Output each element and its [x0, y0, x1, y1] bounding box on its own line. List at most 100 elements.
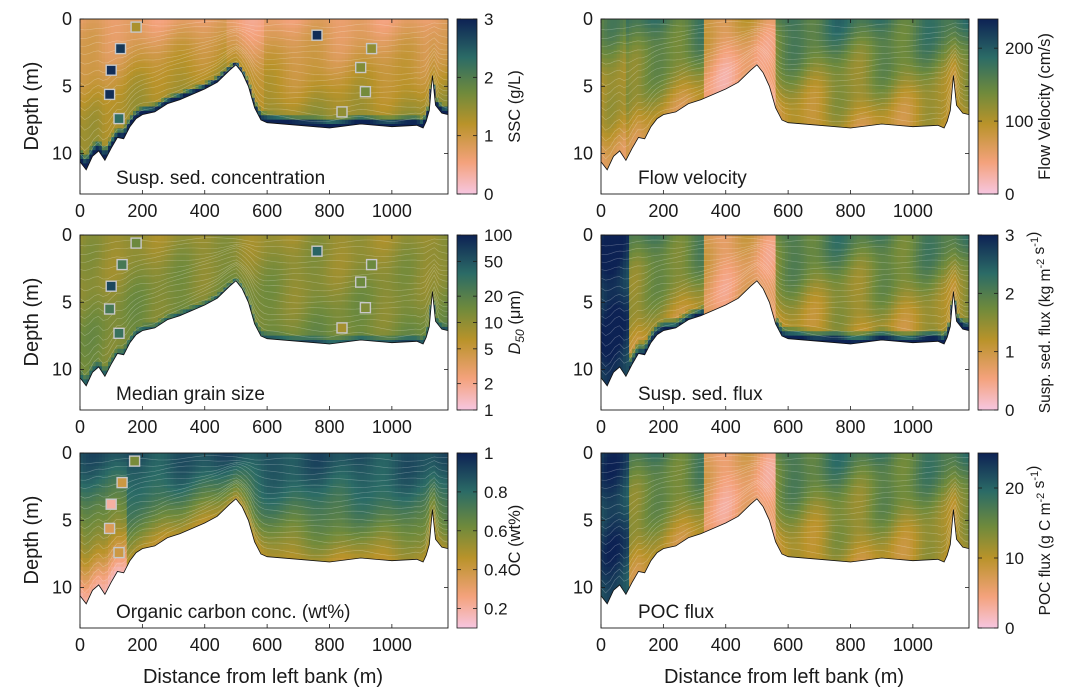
ssc-sample-marker: [130, 21, 142, 33]
ssc-x-tick-label: 800: [314, 201, 344, 221]
grain-size-y-tick-label: 0: [62, 225, 72, 245]
velocity-x-tick-label: 400: [711, 201, 741, 221]
organic-carbon-sample-marker: [116, 476, 128, 489]
organic-carbon-colorbar-tick-label: 0.2: [484, 600, 508, 619]
velocity-x-tick-label: 600: [773, 201, 803, 221]
organic-carbon-colorbar-label: OC (wt%): [506, 505, 524, 577]
poc-flux-colorbar-tick-label: 20: [1005, 479, 1024, 498]
poc-flux-bed-line: [600, 498, 970, 605]
organic-carbon-sample-marker: [105, 498, 117, 510]
sed-flux-colorbar-label: Susp. sed. flux (kg m-2 s-1): [1025, 232, 1054, 414]
organic-carbon-x-tick-label: 600: [252, 635, 282, 655]
organic-carbon-x-tick-label: 0: [75, 635, 85, 655]
poc-flux-panel-title: POC flux: [638, 602, 715, 623]
organic-carbon-sample-marker: [113, 546, 125, 559]
panel-sed-flux: 0 200 400 600 800 1000 0 5 10 Susp. sed. flux 0 1…: [573, 225, 1054, 437]
poc-flux-x-tick-label: 0: [596, 635, 606, 655]
grain-size-colorbar-tick-label: 10: [484, 314, 503, 333]
grain-size-sample-marker: [336, 322, 348, 334]
organic-carbon-colorbar: 0.2 0.4 0.6 0.8 1: [456, 444, 508, 629]
ssc-y-tick-label: 10: [52, 144, 72, 164]
grain-size-field: [80, 235, 448, 386]
grain-size-colorbar-label: D50 (μm): [506, 290, 527, 354]
sed-flux-colorbar-gradient: [977, 234, 999, 411]
grain-size-contours: [80, 237, 448, 376]
ssc-colorbar-tick-label: 2: [484, 68, 493, 87]
poc-flux-y-tick-label: 0: [583, 443, 593, 463]
ssc-x-tick-label: 400: [190, 201, 220, 221]
ssc-y-tick-label: 0: [62, 9, 72, 29]
velocity-colorbar: 0 100 200: [977, 18, 1033, 204]
panel-poc-flux: 0 200 400 600 800 1000 0 5 10 POC flux 0 10 20 POC…: [573, 443, 1054, 655]
ssc-sample-marker: [114, 42, 127, 55]
poc-flux-axes-frame: [600, 452, 970, 629]
ssc-sample-marker: [103, 88, 116, 101]
sed-flux-panel-title: Susp. sed. flux: [638, 384, 763, 405]
organic-carbon-sample-marker: [103, 522, 116, 535]
ssc-contours: [80, 21, 448, 160]
ssc-colorbar-tick-label: 3: [484, 10, 493, 29]
velocity-y-tick-label: 10: [573, 144, 593, 164]
ssc-colorbar-tick-label: 1: [484, 127, 493, 146]
grain-size-colorbar-tick-label: 2: [484, 375, 493, 394]
grain-size-x-tick-label: 400: [190, 417, 220, 437]
organic-carbon-bed-line: [79, 498, 449, 605]
organic-carbon-colorbar-tick-label: 1: [484, 444, 493, 463]
sed-flux-y-tick-label: 0: [583, 225, 593, 245]
organic-carbon-colorbar-gradient: [456, 452, 478, 629]
poc-flux-x-tick-label: 800: [835, 635, 865, 655]
poc-flux-x-tick-label: 600: [773, 635, 803, 655]
velocity-plot-area: 0 200 400 600 800 1000 0 5 10: [573, 9, 970, 221]
grain-size-x-tick-label: 800: [314, 417, 344, 437]
grain-size-y-tick-label: 10: [52, 360, 72, 380]
ssc-sample-marker: [355, 61, 367, 74]
organic-carbon-panel-title: Organic carbon conc. (wt%): [116, 602, 350, 623]
velocity-colorbar-label: Flow Velocity (cm/s): [1036, 33, 1054, 180]
velocity-contours: [601, 21, 969, 160]
ssc-colorbar-gradient: [456, 18, 478, 195]
sed-flux-colorbar: 0 1 2 3: [977, 226, 1014, 420]
sed-flux-colorbar-tick-label: 2: [1005, 284, 1014, 303]
grain-size-y-tick-label: 5: [62, 292, 72, 312]
sed-flux-colorbar-tick-label: 1: [1005, 343, 1014, 362]
ssc-colorbar-label: SSC (g/L): [506, 70, 524, 142]
sed-flux-colorbar-tick-label: 3: [1005, 226, 1014, 245]
organic-carbon-x-tick-label: 1000: [372, 635, 412, 655]
sed-flux-y-tick-label: 10: [573, 360, 593, 380]
ssc-field: [80, 19, 448, 170]
poc-flux-colorbar-tick-label: 0: [1005, 619, 1014, 638]
ssc-panel-title: Susp. sed. concentration: [116, 168, 325, 189]
organic-carbon-y-tick-label: 5: [62, 510, 72, 530]
grain-size-axes-frame: [79, 234, 449, 411]
organic-carbon-colorbar-tick-label: 0.6: [484, 522, 508, 541]
grain-size-sample-marker: [311, 245, 323, 257]
velocity-y-tick-label: 0: [583, 9, 593, 29]
y-axis-label-row3: Depth (m): [21, 496, 43, 585]
velocity-x-tick-label: 200: [648, 201, 678, 221]
ssc-axes-frame: [79, 18, 449, 195]
poc-flux-x-tick-label: 400: [711, 635, 741, 655]
sed-flux-axes-frame: [600, 234, 970, 411]
grain-size-plot-area: 0 200 400 600 800 1000 0 5 10: [52, 225, 449, 437]
sed-flux-field: [601, 235, 969, 386]
grain-size-sample-marker: [103, 303, 116, 315]
ssc-sample-marker: [113, 112, 125, 125]
velocity-field: [601, 19, 969, 170]
velocity-colorbar-tick-label: 200: [1005, 39, 1033, 58]
grain-size-x-tick-label: 600: [252, 417, 282, 437]
x-axis-label-right: Distance from left bank (m): [664, 666, 904, 688]
velocity-y-tick-label: 5: [583, 76, 593, 96]
organic-carbon-colorbar-tick-label: 0.4: [484, 561, 508, 580]
sed-flux-x-tick-label: 200: [648, 417, 678, 437]
velocity-x-tick-label: 0: [596, 201, 606, 221]
grain-size-colorbar: 1 2 5 10 20 50 100: [456, 226, 512, 420]
ssc-sample-marker: [105, 64, 117, 76]
ssc-sample-marker: [359, 85, 372, 98]
organic-carbon-colorbar-tick-label: 0.8: [484, 483, 508, 502]
grain-size-sample-marker: [355, 276, 367, 288]
grain-size-sample-marker: [113, 327, 125, 340]
y-axis-label-row2: Depth (m): [21, 278, 43, 367]
velocity-colorbar-tick-label: 100: [1005, 112, 1033, 131]
grain-size-sample-marker: [116, 258, 128, 271]
poc-flux-colorbar-gradient: [977, 452, 999, 629]
